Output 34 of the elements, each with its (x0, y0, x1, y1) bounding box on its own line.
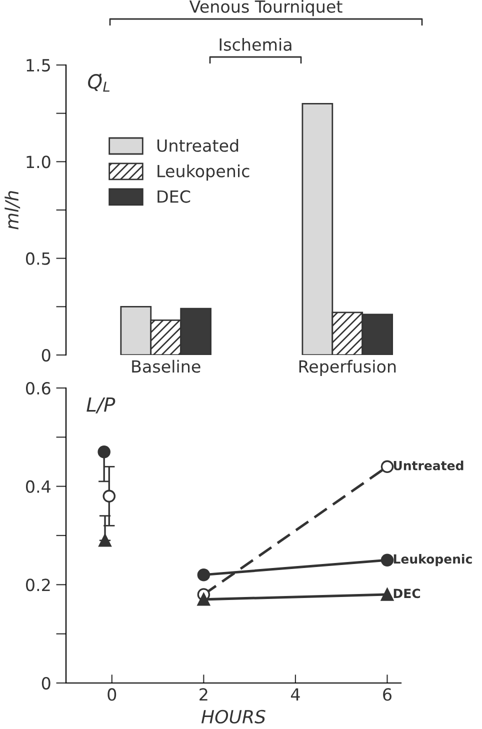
legend-label: Untreated (157, 139, 238, 152)
point (197, 593, 210, 606)
x-tick-label: 2 (200, 688, 208, 701)
legend-label: Leukopenic (158, 164, 250, 181)
point (380, 554, 394, 566)
text: Venous Tourniquet (189, 0, 342, 16)
y-axis-title: ml/h (4, 191, 20, 230)
x-tick-label: 6 (383, 688, 392, 701)
y-tick-label: 0.6 (26, 382, 50, 395)
point (197, 568, 210, 582)
y-tick-label: 0 (42, 676, 50, 690)
x-tick-label: 4 (290, 688, 300, 701)
text: Ischemia (220, 38, 292, 51)
x-tick-label: 0 (108, 688, 116, 701)
x-axis-title: HOURS (201, 710, 266, 724)
y-tick-label: 0.5 (26, 252, 50, 265)
point (380, 588, 394, 601)
y-tick-label: 1.5 (26, 59, 50, 72)
point (380, 460, 394, 474)
legend-label: DEC (158, 190, 190, 203)
series-label: Leukopenic (394, 554, 472, 566)
y-tick-label: 1.0 (26, 156, 50, 168)
y-tick-label: 0 (42, 348, 50, 362)
y-tick-label: 0.2 (26, 578, 50, 592)
chart-title: Q̇$_{L}$ (88, 74, 110, 92)
x-tick-label: Baseline (132, 360, 200, 373)
series-label: DEC (394, 588, 420, 598)
point (98, 446, 110, 458)
point (102, 490, 116, 503)
series-label: Untreated (394, 460, 464, 470)
x-tick-label: Reperfusion (299, 360, 396, 376)
point (98, 534, 112, 547)
y-tick-label: 0.4 (26, 480, 50, 493)
chart-title: L/P (86, 397, 116, 414)
